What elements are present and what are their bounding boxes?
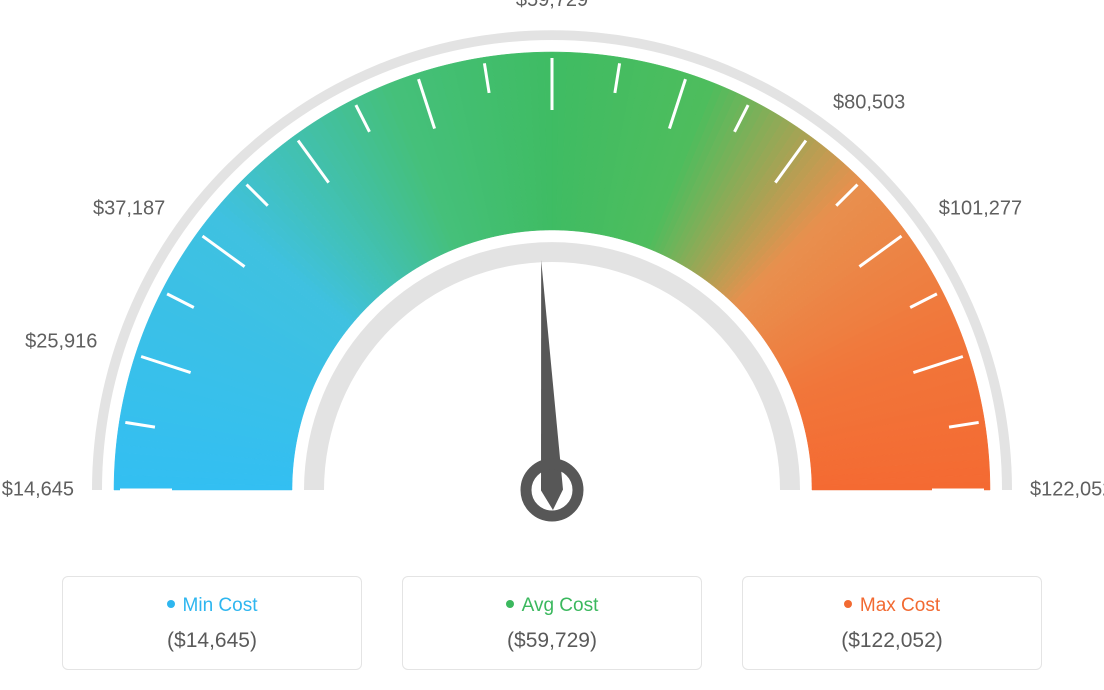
legend-value-min: ($14,645): [63, 629, 361, 653]
legend-title-min: Min Cost: [63, 595, 361, 617]
legend-card-min: Min Cost ($14,645): [62, 576, 362, 670]
gauge-tick-label: $80,503: [833, 92, 905, 115]
gauge-tick-label: $37,187: [85, 198, 165, 221]
dot-min-icon: [167, 600, 175, 608]
legend-row: Min Cost ($14,645) Avg Cost ($59,729) Ma…: [0, 576, 1104, 670]
dot-max-icon: [844, 600, 852, 608]
gauge-chart: $14,645 $25,916 $37,187 $59,729 $80,503 $101,…: [0, 0, 1104, 560]
dot-avg-icon: [506, 600, 514, 608]
legend-label-max: Max Cost: [860, 595, 940, 616]
legend-title-max: Max Cost: [743, 595, 1041, 617]
gauge-tick-label: $14,645: [0, 479, 74, 502]
gauge-tick-label: $122,052: [1030, 479, 1104, 502]
legend-label-avg: Avg Cost: [522, 595, 599, 616]
legend-card-max: Max Cost ($122,052): [742, 576, 1042, 670]
legend-value-avg: ($59,729): [403, 629, 701, 653]
legend-label-min: Min Cost: [183, 595, 258, 616]
legend-value-max: ($122,052): [743, 629, 1041, 653]
gauge-tick-label: $59,729: [516, 0, 588, 12]
gauge-svg: [0, 0, 1104, 560]
legend-card-avg: Avg Cost ($59,729): [402, 576, 702, 670]
gauge-tick-label: $25,916: [17, 331, 97, 354]
gauge-tick-label: $101,277: [939, 198, 1022, 221]
legend-title-avg: Avg Cost: [403, 595, 701, 617]
